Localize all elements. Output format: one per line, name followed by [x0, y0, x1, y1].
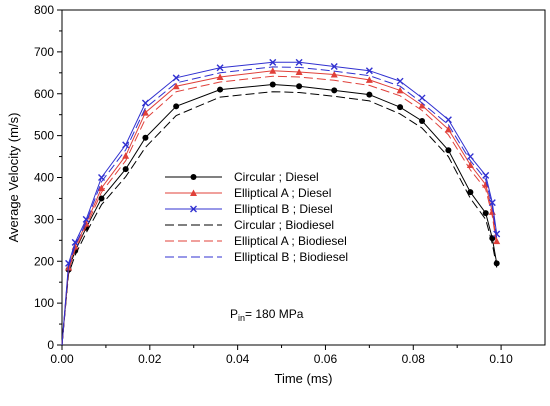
point-marker: [190, 189, 197, 196]
legend-label: Elliptical B ; Diesel: [234, 202, 333, 216]
legend-label: Circular ; Diesel: [234, 170, 319, 184]
series-line: [61, 75, 498, 346]
x-tick-label: 0.06: [314, 352, 338, 366]
point-marker: [269, 67, 277, 74]
legend-item: Elliptical B ; Diesel: [165, 202, 333, 216]
legend: Circular ; Diesel Elliptical A ; Diesel El…: [165, 170, 348, 264]
x-tick-label: 0.02: [138, 352, 162, 366]
y-tick-label: 0: [47, 338, 54, 352]
point-marker: [444, 125, 452, 133]
point-marker: [331, 87, 338, 94]
point-marker: [444, 116, 452, 124]
series-line: [61, 83, 498, 346]
point-marker: [397, 104, 404, 111]
point-marker: [365, 67, 373, 75]
y-tick-label: 200: [34, 254, 54, 268]
point-marker: [269, 58, 277, 66]
point-marker: [330, 63, 338, 71]
legend-item: Circular ; Diesel: [165, 170, 319, 184]
legend-label: Elliptical A ; Diesel: [234, 186, 331, 200]
annotation-subscript: in: [238, 313, 245, 323]
point-marker: [466, 161, 474, 168]
legend-item: Elliptical B ; Biodiesel: [165, 250, 348, 264]
series-line: [61, 66, 498, 346]
x-tick-label: 0.04: [226, 352, 250, 366]
legend-label: Elliptical A ; Biodiesel: [234, 234, 347, 248]
point-marker: [173, 103, 180, 110]
point-marker: [269, 81, 276, 88]
point-marker: [217, 86, 224, 93]
point-marker: [493, 237, 501, 245]
x-tick-label: 0.10: [489, 352, 513, 366]
point-marker: [467, 189, 474, 196]
point-marker: [295, 58, 303, 66]
legend-label: Circular ; Biodiesel: [234, 218, 334, 232]
point-marker: [172, 74, 180, 82]
point-marker: [419, 117, 426, 124]
point-marker: [396, 86, 404, 94]
y-axis-label: Average Velocity (m/s): [6, 113, 21, 243]
y-tick-label: 700: [34, 45, 54, 59]
annotation-main: P: [230, 307, 238, 321]
y-tick-label: 300: [34, 212, 54, 226]
point-marker: [418, 101, 426, 109]
x-axis-label: Time (ms): [274, 371, 332, 386]
point-marker: [295, 68, 303, 75]
series-6: [61, 66, 498, 346]
y-tick-label: 800: [34, 3, 54, 17]
point-marker: [122, 152, 130, 159]
legend-item: Circular ; Biodiesel: [165, 218, 334, 232]
point-marker: [98, 195, 105, 202]
x-tick-label: 0.00: [50, 352, 74, 366]
y-tick-label: 400: [34, 171, 54, 185]
point-marker: [396, 77, 404, 85]
series-group: [61, 58, 501, 346]
point-marker: [330, 70, 338, 78]
y-tick-label: 100: [34, 296, 54, 310]
point-marker: [466, 153, 474, 161]
point-marker: [172, 82, 180, 90]
point-marker: [216, 73, 224, 80]
legend-item: Elliptical A ; Diesel: [165, 186, 331, 200]
pressure-annotation: Pin= 180 MPa: [230, 307, 304, 323]
series-line: [61, 91, 498, 346]
point-marker: [366, 91, 373, 98]
series-5: [61, 75, 498, 346]
y-tick-label: 500: [34, 129, 54, 143]
legend-label: Elliptical B ; Biodiesel: [234, 250, 348, 264]
point-marker: [142, 134, 149, 141]
series-4: [61, 91, 498, 346]
y-tick-label: 600: [34, 87, 54, 101]
point-marker: [296, 83, 303, 90]
point-marker: [493, 230, 501, 238]
point-marker: [482, 171, 490, 179]
x-tick-label: 0.08: [402, 352, 426, 366]
annotation-rest: = 180 MPa: [245, 307, 304, 321]
axes: 0.00 0.02 0.04 0.06 0.08 0.10 0 100 200 300 400 500…: [34, 3, 546, 366]
point-marker: [482, 210, 489, 217]
point-marker: [141, 99, 149, 107]
point-marker: [190, 174, 197, 180]
point-marker: [445, 147, 452, 154]
legend-item: Elliptical A ; Biodiesel: [165, 234, 347, 248]
point-marker: [216, 64, 224, 72]
series-line: [61, 61, 498, 346]
point-marker: [488, 199, 496, 207]
point-marker: [190, 205, 197, 213]
point-marker: [365, 76, 373, 83]
point-marker: [122, 166, 129, 173]
point-marker: [141, 109, 149, 116]
series-3: [61, 58, 501, 346]
point-marker: [418, 94, 426, 102]
